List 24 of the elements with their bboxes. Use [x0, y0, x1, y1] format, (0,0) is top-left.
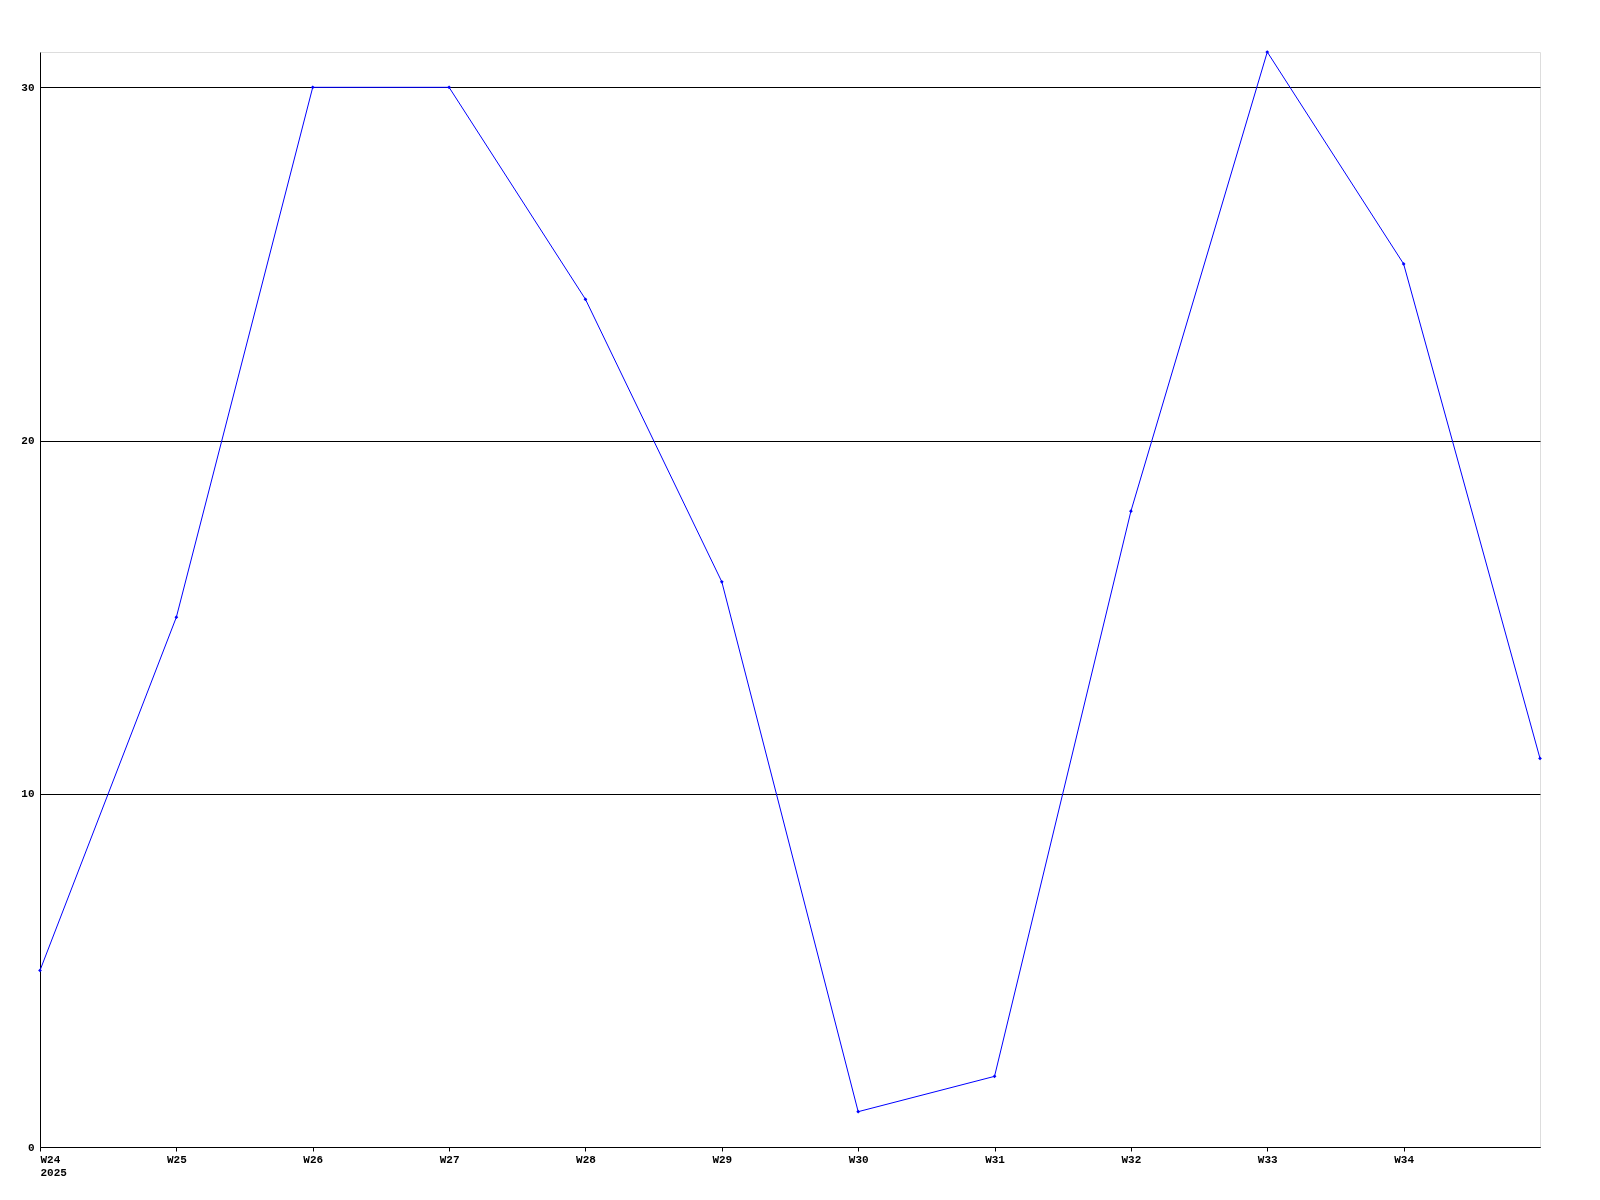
x-tick-label: W30 — [848, 1153, 869, 1166]
x-tick-label: W26 — [303, 1153, 324, 1166]
point — [1265, 50, 1270, 54]
point — [38, 968, 42, 973]
x-tick-label: W32 — [1121, 1153, 1142, 1166]
point — [583, 297, 588, 302]
x-tick-label: W29 — [712, 1153, 733, 1166]
point — [174, 615, 179, 620]
y-tick-label: 0 — [27, 1141, 35, 1154]
x-tick-label: W25 — [166, 1153, 188, 1166]
x-tick-label: W34 — [1394, 1153, 1415, 1166]
point — [447, 85, 451, 90]
line-series — [38, 50, 1542, 1114]
y-tick-label: 30 — [21, 81, 35, 94]
x-tick-label: W27 — [439, 1153, 460, 1166]
y-tick-label: 10 — [21, 788, 35, 801]
point — [1538, 756, 1542, 761]
point — [856, 1109, 861, 1114]
x-tick-label: W28 — [576, 1153, 597, 1166]
x-tick-label: W33 — [1257, 1153, 1279, 1166]
point — [1401, 262, 1406, 266]
x-tick-label: W24 2025 — [40, 1153, 68, 1179]
y-tick-label: 20 — [21, 435, 35, 448]
x-tick-label: W31 — [985, 1153, 1006, 1166]
